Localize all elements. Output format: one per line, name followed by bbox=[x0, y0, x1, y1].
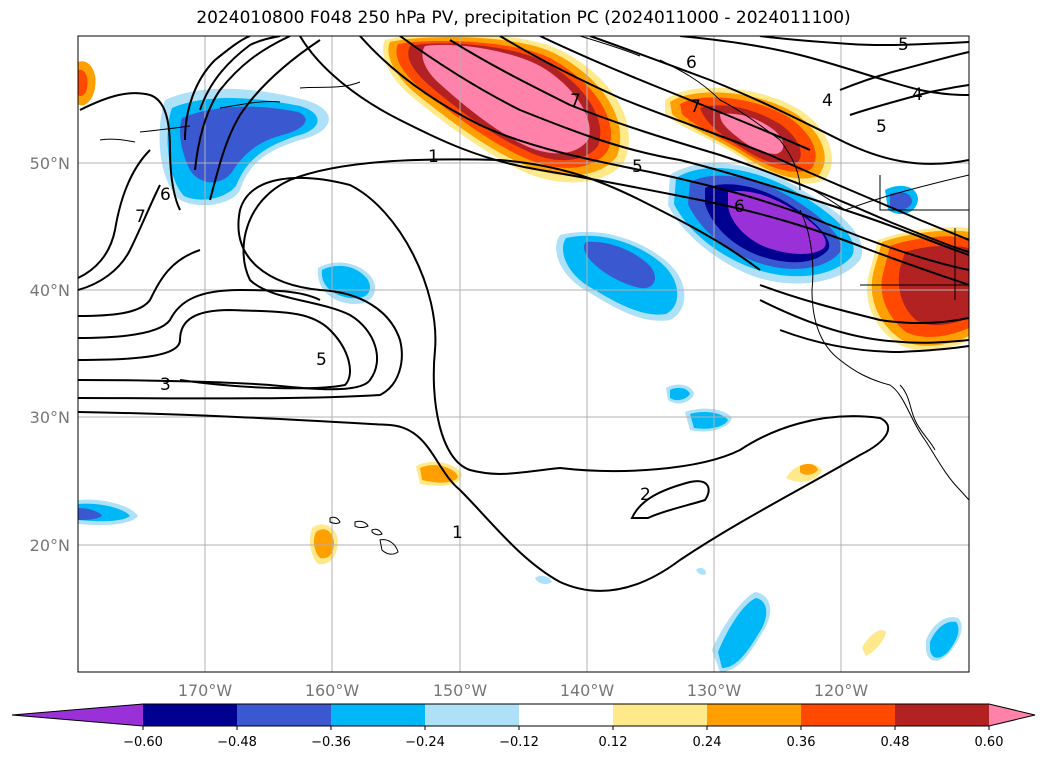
svg-text:4: 4 bbox=[912, 85, 923, 105]
colorbar-segment bbox=[237, 704, 332, 726]
colorbar-tick-label: −0.24 bbox=[405, 735, 445, 750]
svg-text:5: 5 bbox=[316, 350, 327, 370]
lon-label: 130°W bbox=[687, 681, 742, 700]
colorbar: −0.60 −0.48 −0.36 −0.24 −0.12 0.12 0.24 0.36 0.4… bbox=[11, 703, 1036, 750]
lat-label: 30°N bbox=[30, 408, 70, 427]
colorbar-extend-low bbox=[12, 704, 143, 726]
svg-text:5: 5 bbox=[898, 35, 909, 55]
lat-label: 20°N bbox=[30, 536, 70, 555]
lon-label: 160°W bbox=[305, 681, 360, 700]
colorbar-segment bbox=[425, 704, 520, 726]
map-frame bbox=[77, 35, 970, 673]
map-title: 2024010800 F048 250 hPa PV, precipitatio… bbox=[196, 8, 851, 28]
latitude-labels: 50°N 40°N 30°N 20°N bbox=[30, 154, 70, 555]
graticule bbox=[78, 36, 969, 672]
svg-text:3: 3 bbox=[160, 375, 171, 395]
colorbar-tick-label: 0.12 bbox=[599, 735, 628, 750]
colorbar-tick-label: −0.36 bbox=[311, 735, 351, 750]
contour-labels: 1 1 2 3 4 4 5 5 5 5 6 6 6 7 7 7 bbox=[135, 35, 923, 543]
colorbar-tick-label: −0.12 bbox=[499, 735, 539, 750]
lat-label: 50°N bbox=[30, 154, 70, 173]
colorbar-tick-label: 0.24 bbox=[693, 735, 722, 750]
colorbar-segment bbox=[707, 704, 802, 726]
svg-text:6: 6 bbox=[686, 53, 697, 73]
colorbar-segment bbox=[895, 704, 990, 726]
colorbar-segment bbox=[519, 704, 614, 726]
svg-text:2: 2 bbox=[640, 485, 651, 505]
lon-label: 170°W bbox=[178, 681, 233, 700]
svg-text:1: 1 bbox=[428, 147, 439, 167]
svg-text:7: 7 bbox=[570, 91, 581, 111]
svg-text:6: 6 bbox=[734, 197, 745, 217]
colorbar-tick-label: 0.60 bbox=[975, 735, 1004, 750]
colorbar-segment bbox=[801, 704, 896, 726]
svg-text:7: 7 bbox=[690, 97, 701, 117]
pv-contours bbox=[78, 36, 969, 592]
colorbar-segment bbox=[613, 704, 708, 726]
colorbar-tick-label: 0.48 bbox=[881, 735, 910, 750]
lon-label: 150°W bbox=[433, 681, 488, 700]
svg-text:7: 7 bbox=[135, 207, 146, 227]
colorbar-segment bbox=[331, 704, 426, 726]
svg-text:6: 6 bbox=[160, 185, 171, 205]
colorbar-tick-label: 0.36 bbox=[787, 735, 816, 750]
lon-label: 140°W bbox=[560, 681, 615, 700]
longitude-labels: 170°W 160°W 150°W 140°W 130°W 120°W bbox=[178, 681, 869, 700]
svg-text:4: 4 bbox=[822, 91, 833, 111]
lon-label: 120°W bbox=[814, 681, 869, 700]
colorbar-segment bbox=[143, 704, 238, 726]
svg-text:5: 5 bbox=[876, 117, 887, 137]
colorbar-tick-label: −0.48 bbox=[217, 735, 257, 750]
colorbar-extend-high bbox=[989, 704, 1035, 726]
svg-text:5: 5 bbox=[632, 157, 643, 177]
lat-label: 40°N bbox=[30, 281, 70, 300]
svg-text:1: 1 bbox=[452, 523, 463, 543]
colorbar-tick-label: −0.60 bbox=[123, 735, 163, 750]
